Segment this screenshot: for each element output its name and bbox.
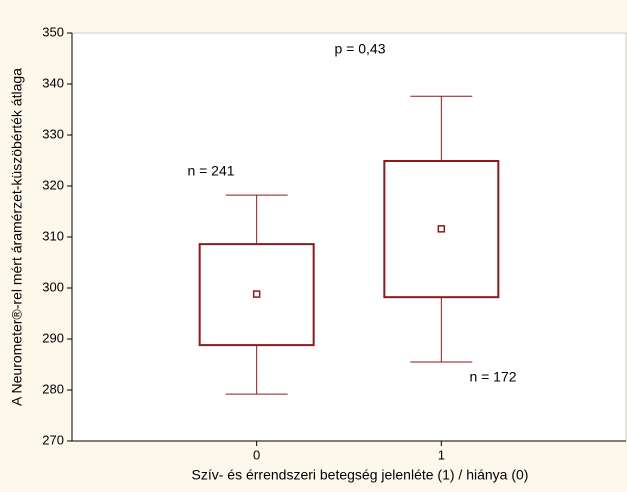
x-tick-label: 0 [253, 447, 260, 462]
annotation: p = 0,43 [335, 41, 386, 57]
y-tick-label: 300 [42, 279, 64, 294]
y-tick-label: 320 [42, 177, 64, 192]
x-axis-label: Szív- és érrendszeri betegség jelenléte … [192, 467, 529, 483]
x-tick-label: 1 [438, 447, 445, 462]
y-tick-label: 350 [42, 24, 64, 39]
y-tick-label: 290 [42, 330, 64, 345]
box [383, 160, 500, 299]
annotation: n = 241 [187, 163, 234, 179]
y-tick-label: 270 [42, 432, 64, 447]
y-tick-label: 330 [42, 126, 64, 141]
annotation: n = 172 [469, 369, 516, 385]
mean-marker [437, 225, 446, 233]
y-tick-label: 310 [42, 228, 64, 243]
plot-area [71, 32, 627, 442]
y-tick-label: 340 [42, 75, 64, 90]
box [198, 243, 315, 347]
y-axis-label: A Neurometer®-rel mért áramérzet-küszöbé… [9, 68, 25, 406]
y-tick-label: 280 [42, 381, 64, 396]
mean-marker [252, 290, 261, 298]
